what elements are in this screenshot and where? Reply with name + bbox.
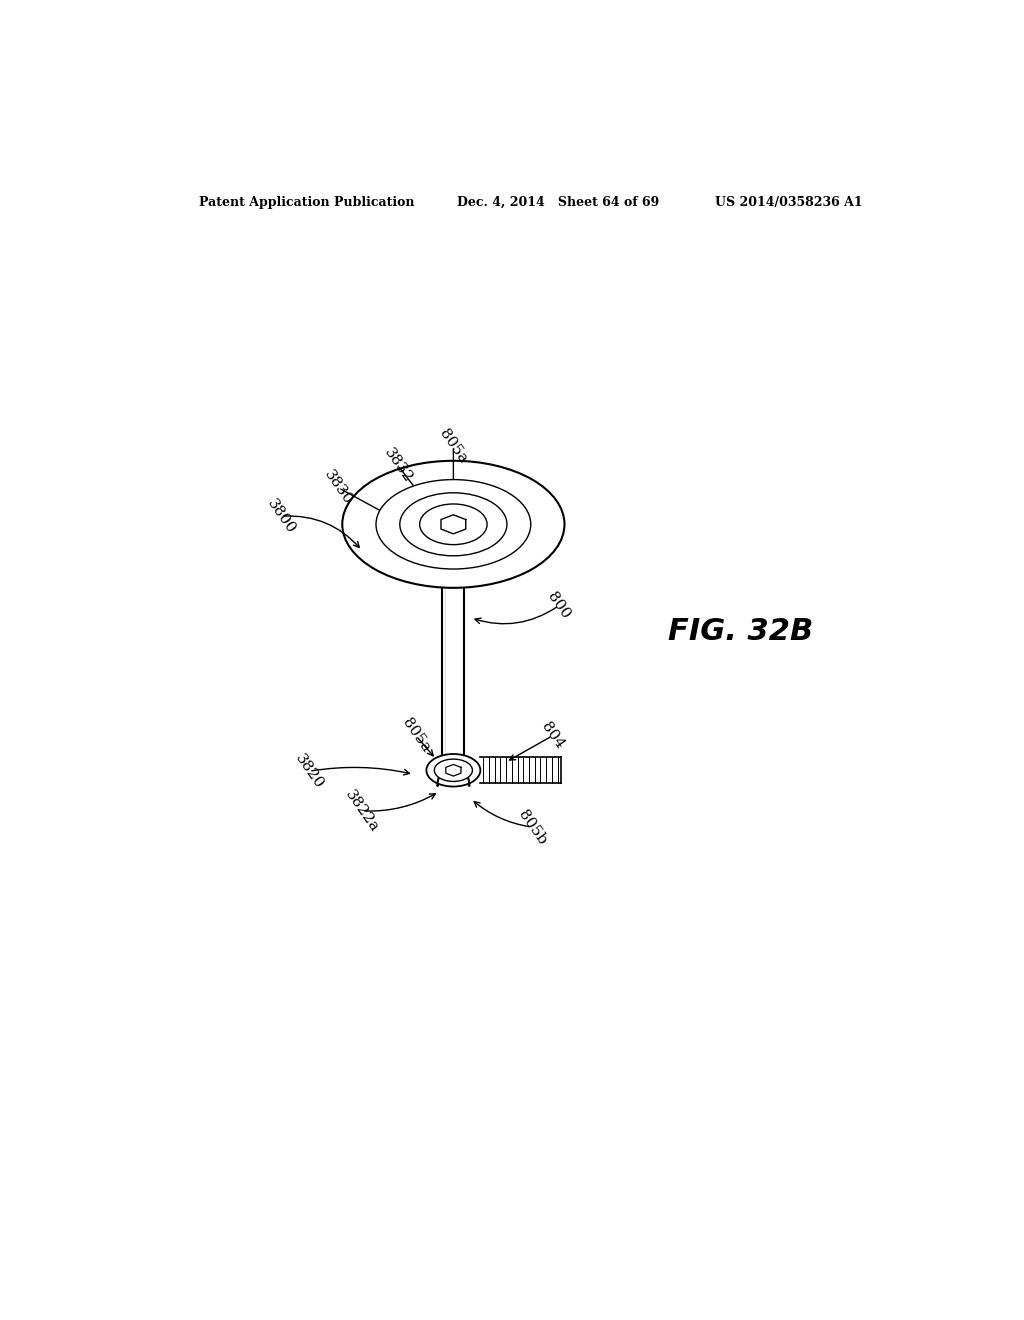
- Ellipse shape: [434, 759, 472, 781]
- Ellipse shape: [426, 754, 480, 787]
- Ellipse shape: [342, 461, 564, 587]
- Ellipse shape: [420, 504, 487, 545]
- Text: 3832: 3832: [381, 446, 415, 486]
- Text: 3820: 3820: [292, 751, 326, 791]
- Text: 804: 804: [539, 719, 566, 751]
- Text: 3800: 3800: [264, 496, 298, 536]
- Text: 805b: 805b: [516, 808, 550, 847]
- Ellipse shape: [376, 479, 530, 569]
- Text: 800: 800: [545, 590, 573, 622]
- Text: 805a: 805a: [399, 717, 433, 755]
- Ellipse shape: [399, 492, 507, 556]
- Polygon shape: [445, 764, 461, 776]
- Text: Patent Application Publication: Patent Application Publication: [200, 195, 415, 209]
- Text: 3822a: 3822a: [343, 787, 382, 834]
- Polygon shape: [441, 515, 466, 533]
- Text: US 2014/0358236 A1: US 2014/0358236 A1: [715, 195, 863, 209]
- Text: 805a: 805a: [437, 426, 470, 466]
- Text: FIG. 32B: FIG. 32B: [668, 616, 813, 645]
- Text: Dec. 4, 2014   Sheet 64 of 69: Dec. 4, 2014 Sheet 64 of 69: [458, 195, 659, 209]
- Text: 3830: 3830: [322, 467, 355, 508]
